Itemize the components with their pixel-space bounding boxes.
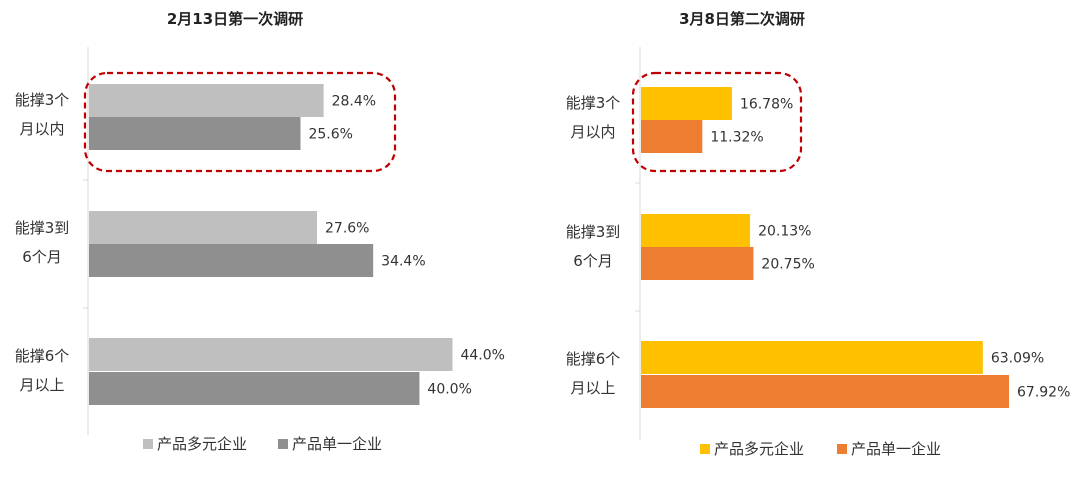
data-label: 63.09%: [991, 351, 1044, 367]
category-label: 能撑3到: [15, 219, 70, 237]
category-label: 能撑6个: [15, 347, 70, 365]
legend-label: 产品多元企业: [714, 440, 804, 458]
chart-title: 2月13日第一次调研: [167, 10, 303, 28]
bar-single-3: [641, 375, 1009, 408]
data-label: 67.92%: [1017, 385, 1070, 401]
bar-multi-1: [641, 87, 732, 120]
data-label: 20.13%: [758, 224, 811, 240]
bar-multi-2: [89, 211, 317, 244]
bar-multi-2: [641, 214, 751, 247]
data-label: 44.0%: [460, 348, 504, 364]
category-label: 能撑3个: [566, 94, 621, 112]
data-label: 11.32%: [710, 130, 763, 146]
data-label: 20.75%: [761, 257, 814, 273]
data-label: 25.6%: [308, 127, 352, 143]
legend-label: 产品单一企业: [292, 435, 382, 453]
legend-label: 产品多元企业: [157, 435, 247, 453]
category-label: 能撑3个: [15, 91, 70, 109]
category-label: 能撑6个: [566, 350, 621, 368]
bar-single-3: [89, 372, 420, 405]
legend-swatch: [837, 444, 847, 454]
bar-single-2: [641, 247, 754, 280]
bar-multi-3: [641, 341, 983, 374]
category-label: 6个月: [22, 248, 62, 266]
category-label: 月以上: [570, 379, 615, 397]
data-label: 28.4%: [332, 94, 376, 110]
category-label: 能撑3到: [566, 223, 621, 241]
bar-single-1: [89, 117, 301, 150]
category-label: 月以内: [570, 123, 615, 141]
legend-label: 产品单一企业: [851, 440, 941, 458]
category-label: 月以上: [19, 376, 64, 394]
data-label: 40.0%: [427, 382, 471, 398]
data-label: 27.6%: [325, 221, 369, 237]
bar-single-1: [641, 120, 703, 153]
bar-single-2: [89, 244, 374, 277]
bar-multi-3: [89, 338, 453, 371]
highlight-box: [631, 71, 803, 173]
chart-title: 3月8日第二次调研: [679, 10, 805, 28]
bar-multi-1: [89, 84, 324, 117]
category-label: 月以内: [19, 120, 64, 138]
highlight-box: [83, 71, 397, 173]
legend-swatch: [700, 444, 710, 454]
data-label: 34.4%: [381, 254, 425, 270]
category-label: 6个月: [573, 252, 613, 270]
data-label: 16.78%: [740, 97, 793, 113]
legend-swatch: [143, 439, 153, 449]
legend-swatch: [278, 439, 288, 449]
